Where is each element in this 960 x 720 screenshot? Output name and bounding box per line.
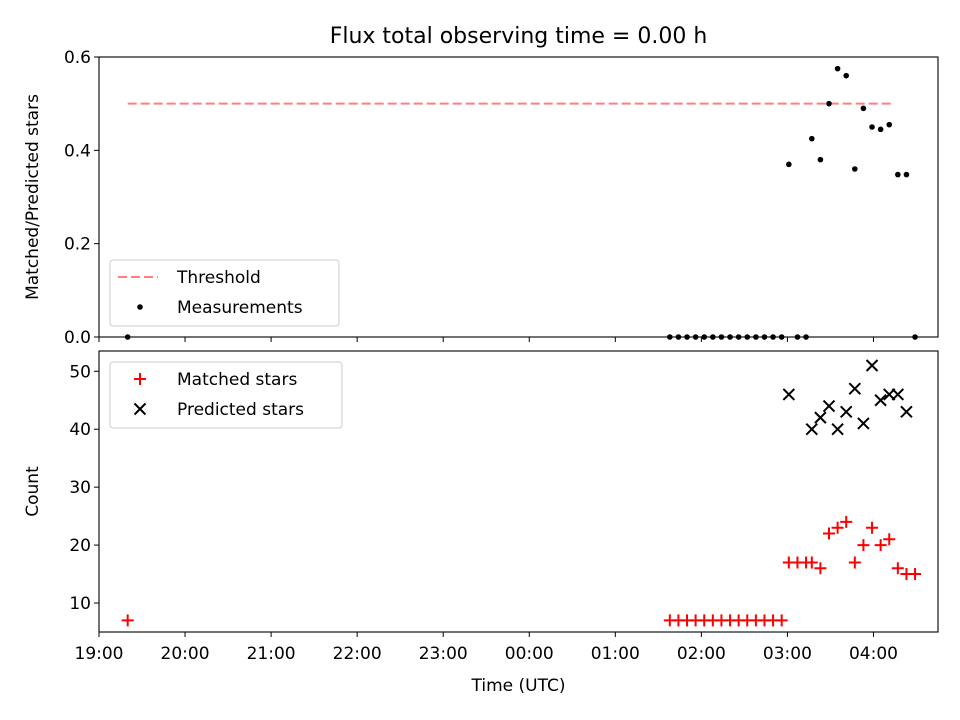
- data-point: [848, 382, 862, 395]
- data-point: [805, 556, 818, 569]
- y-axis-label: Matched/Predicted stars: [23, 94, 43, 300]
- data-point: [866, 521, 879, 534]
- y-tick-label: 0.0: [64, 328, 91, 348]
- x-tick-label: 21:00: [247, 644, 296, 664]
- y-axis-label: Count: [23, 466, 43, 517]
- data-point: [794, 334, 801, 340]
- series-matched-stars: [121, 515, 922, 627]
- x-tick-label: 00:00: [505, 644, 554, 664]
- data-point: [831, 521, 844, 534]
- legend-label: Predicted stars: [177, 400, 304, 420]
- data-point: [710, 334, 716, 340]
- data-point: [808, 135, 815, 142]
- x-tick-label: 20:00: [161, 644, 210, 664]
- legend: Matched stars Predicted stars: [109, 361, 343, 429]
- data-point: [826, 100, 832, 107]
- data-point: [121, 614, 134, 627]
- x-axis-label: Time (UTC): [471, 676, 566, 696]
- data-point: [137, 304, 143, 310]
- data-point: [877, 126, 884, 133]
- data-point: [134, 373, 146, 385]
- data-point: [124, 334, 131, 340]
- plot-frame: [98, 350, 939, 633]
- data-point: [840, 515, 853, 528]
- legend-label: Measurements: [177, 298, 303, 318]
- data-point: [831, 423, 844, 436]
- data-point: [852, 166, 858, 172]
- data-point: [782, 388, 796, 401]
- data-point: [133, 402, 147, 416]
- legend: Threshold Measurements: [109, 259, 340, 327]
- data-point: [840, 405, 853, 419]
- data-point: [814, 562, 827, 575]
- data-point: [727, 334, 733, 340]
- data-point: [667, 334, 673, 340]
- data-point: [744, 334, 751, 340]
- x-tick-label: 03:00: [763, 644, 812, 664]
- x-tick-label: 19:00: [75, 644, 124, 664]
- x-tick-label: 23:00: [419, 644, 468, 664]
- data-point: [891, 388, 905, 401]
- data-point: [675, 334, 682, 340]
- data-point: [848, 556, 861, 569]
- y-tick-label: 20: [69, 536, 91, 556]
- series-measurements: [124, 65, 918, 340]
- data-point: [883, 533, 896, 546]
- y-tick-label: 0.6: [64, 48, 91, 68]
- data-point: [891, 562, 904, 575]
- legend-box: [109, 361, 343, 429]
- data-point: [701, 334, 708, 340]
- y-tick-label: 30: [69, 478, 91, 498]
- data-point: [857, 417, 870, 430]
- data-point: [834, 65, 841, 72]
- x-tick-label: 04:00: [849, 644, 898, 664]
- data-point: [775, 614, 788, 627]
- data-point: [778, 334, 785, 340]
- data-point: [718, 334, 725, 340]
- series-predicted-stars: [782, 359, 913, 436]
- legend-label: Threshold: [176, 268, 261, 288]
- data-point: [912, 334, 918, 340]
- data-point: [822, 399, 836, 413]
- y-tick-label: 40: [69, 420, 91, 440]
- data-point: [903, 171, 910, 178]
- data-point: [761, 334, 768, 340]
- y-tick-label: 0.2: [64, 235, 91, 255]
- data-point: [805, 423, 818, 436]
- data-point: [823, 527, 836, 540]
- data-point: [874, 539, 887, 552]
- x-tick-label: 01:00: [591, 644, 640, 664]
- data-point: [895, 171, 901, 178]
- y-tick-label: 50: [69, 362, 91, 382]
- y-tick-label: 0.4: [64, 141, 91, 161]
- data-point: [843, 72, 850, 79]
- count-panel: 10 20 30 40 50 Count 19:00 20:00 21:00 22:00 23:00…: [23, 350, 939, 696]
- data-point: [817, 156, 824, 163]
- data-point: [869, 124, 875, 130]
- data-point: [886, 121, 893, 128]
- data-point: [753, 334, 759, 340]
- chart-title: Flux total observing time = 0.00 h: [330, 24, 708, 49]
- x-tick-label: 22:00: [333, 644, 382, 664]
- data-point: [865, 359, 879, 372]
- data-point: [857, 539, 870, 552]
- y-tick-label: 10: [69, 594, 91, 614]
- legend-box: [109, 259, 340, 327]
- data-point: [909, 568, 922, 581]
- data-point: [684, 334, 690, 340]
- data-point: [735, 334, 742, 340]
- x-tick-label: 02:00: [677, 644, 726, 664]
- legend-label: Matched stars: [177, 370, 297, 390]
- data-point: [786, 161, 792, 168]
- plot-frame: [98, 56, 939, 338]
- ratio-panel: Flux total observing time = 0.00 h 0.0 0.2…: [23, 24, 939, 348]
- data-point: [900, 405, 913, 419]
- data-point: [814, 411, 827, 424]
- data-point: [874, 394, 887, 407]
- data-point: [860, 105, 867, 112]
- data-point: [770, 334, 776, 340]
- data-point: [692, 334, 699, 340]
- data-point: [803, 334, 809, 340]
